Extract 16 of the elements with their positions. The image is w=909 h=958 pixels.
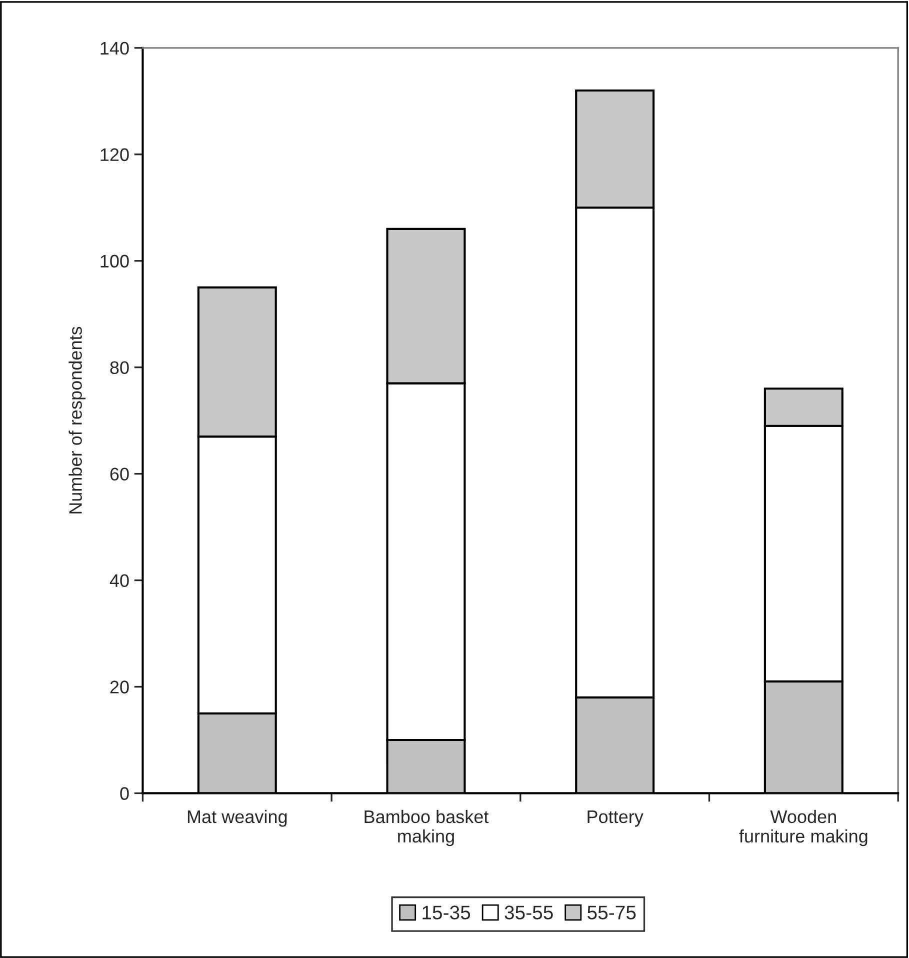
y-tick-label: 120 — [100, 148, 129, 162]
legend-label: 35-55 — [504, 906, 553, 920]
y-tick-label: 40 — [110, 574, 129, 587]
x-tick-label: Mat weaving — [188, 810, 287, 827]
legend-label: 15-35 — [422, 906, 470, 920]
y-tick-label: 80 — [110, 361, 129, 374]
x-tick-label: Wooden furniture making — [739, 810, 868, 846]
y-tick-label: 60 — [110, 468, 129, 481]
x-tick-label: Bamboo basket making — [364, 810, 489, 846]
y-tick-label: 100 — [100, 254, 129, 268]
y-tick-label: 140 — [100, 42, 129, 55]
y-tick-label: 0 — [120, 787, 129, 800]
legend-label: 55-75 — [588, 906, 636, 920]
y-axis-title: Number of respondents — [68, 326, 86, 514]
x-tick-label: Pottery — [588, 810, 644, 827]
y-tick-label: 20 — [110, 680, 129, 694]
